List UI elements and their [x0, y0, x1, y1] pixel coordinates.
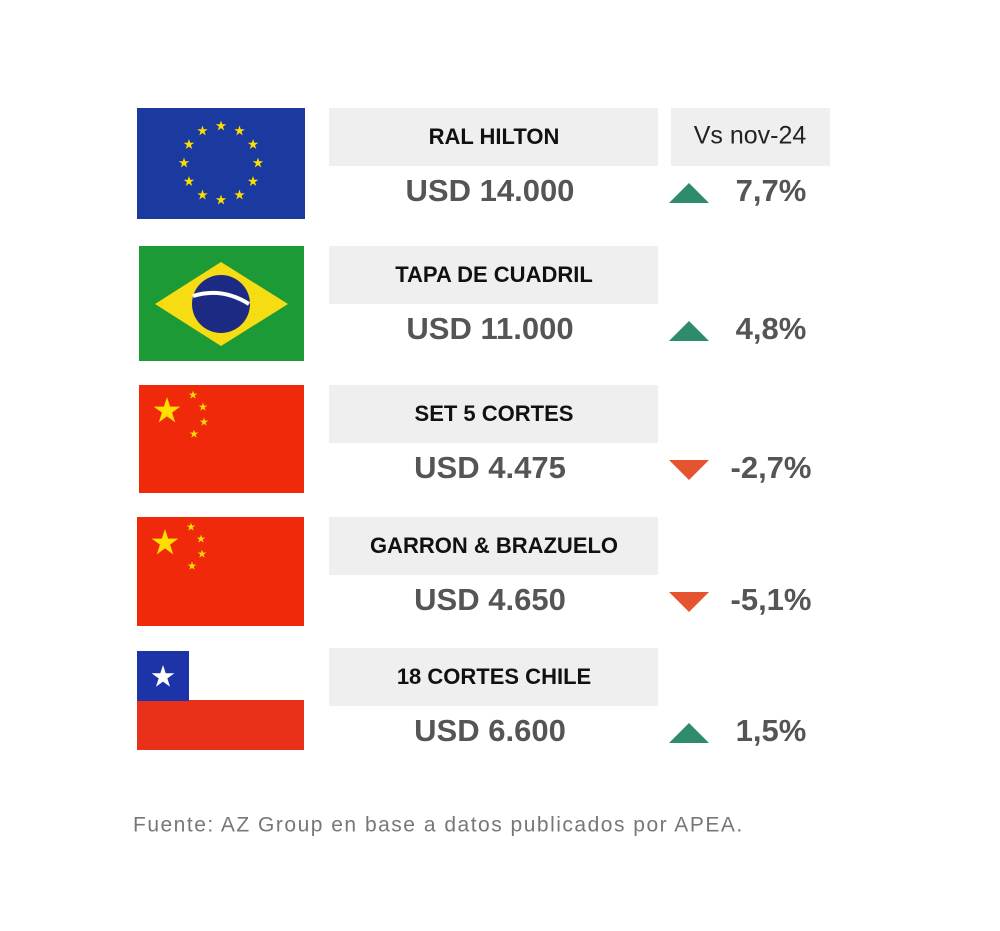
- price: USD 14.000: [406, 173, 575, 208]
- cut-label: GARRON & BRAZUELO: [370, 533, 618, 558]
- change: 1,5%: [736, 713, 807, 748]
- arrow-down: [669, 460, 709, 480]
- flag-china: [139, 385, 304, 493]
- change: -2,7%: [731, 450, 812, 485]
- change: 4,8%: [736, 311, 807, 346]
- cut-label: SET 5 CORTES: [415, 401, 574, 426]
- change: -5,1%: [731, 582, 812, 617]
- price: USD 6.600: [414, 713, 566, 748]
- flag-chile: [137, 651, 304, 750]
- label-box: [329, 108, 658, 166]
- footer: Fuente: AZ Group en base a datos publica…: [133, 814, 744, 837]
- arrow-up: [669, 723, 709, 743]
- label-box: [329, 517, 658, 575]
- arrow-up: [669, 321, 709, 341]
- label-box: [329, 246, 658, 304]
- arrow-down: [669, 592, 709, 612]
- arrow-up: [669, 183, 709, 203]
- cut-label: RAL HILTON: [429, 124, 560, 149]
- label-box: [329, 648, 658, 706]
- price: USD 4.475: [414, 450, 566, 485]
- cut-label: TAPA DE CUADRIL: [395, 262, 593, 287]
- label-box: [329, 385, 658, 443]
- flag-eu: [137, 108, 305, 219]
- flag-china: [137, 517, 304, 626]
- price: USD 4.650: [414, 582, 566, 617]
- price: USD 11.000: [406, 311, 573, 346]
- flag-brazil: [139, 246, 304, 361]
- header-box: [671, 108, 830, 166]
- header: Vs nov-24: [694, 122, 807, 150]
- cut-label: 18 CORTES CHILE: [397, 664, 591, 689]
- change: 7,7%: [736, 173, 807, 208]
